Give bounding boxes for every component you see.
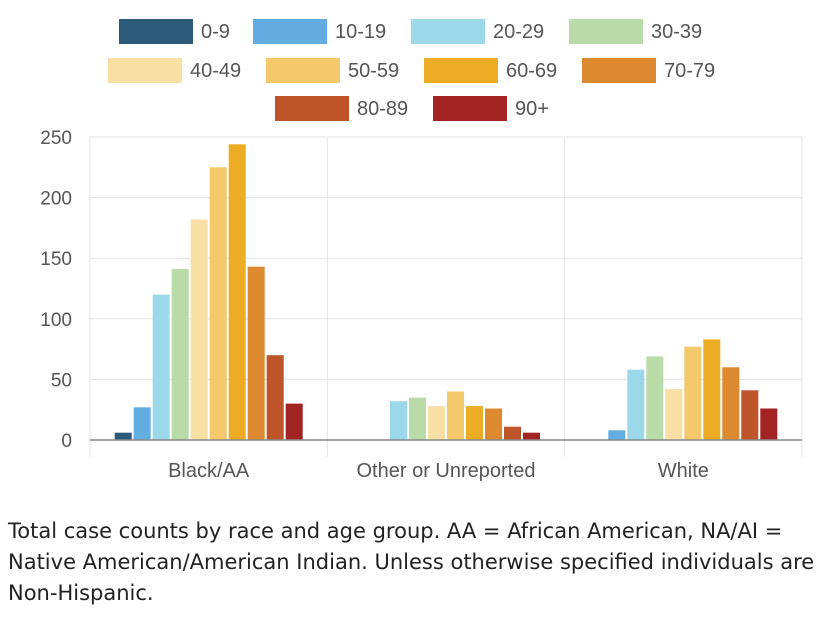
bars — [114, 144, 778, 441]
bar[interactable] — [760, 408, 778, 441]
bar[interactable] — [741, 390, 759, 440]
legend-swatch — [433, 96, 507, 121]
grid: 0 50 100 150 200 250 — [40, 128, 803, 457]
bar[interactable] — [523, 432, 540, 440]
bar[interactable] — [266, 355, 284, 440]
legend-swatch — [266, 58, 340, 83]
bar-chart: 0-9 10-19 20-29 30-39 40-49 50-59 60-69 70-79 80… — [40, 19, 803, 482]
legend-swatch — [411, 19, 485, 44]
bar[interactable] — [447, 391, 464, 441]
legend-label: 80-89 — [357, 98, 408, 120]
bar[interactable] — [485, 408, 502, 441]
bar[interactable] — [703, 339, 721, 440]
bar[interactable] — [504, 426, 521, 440]
bar[interactable] — [190, 219, 208, 440]
bar[interactable] — [133, 407, 151, 440]
y-tick-label: 100 — [40, 310, 72, 331]
bar[interactable] — [722, 367, 740, 440]
legend-swatch — [108, 58, 182, 83]
legend-item[interactable]: 60-69 — [424, 58, 557, 83]
x-tick-label: Black/AA — [168, 460, 250, 482]
legend-item[interactable]: 20-29 — [411, 19, 544, 44]
legend-label: 20-29 — [493, 21, 544, 43]
legend-item[interactable]: 80-89 — [275, 96, 408, 121]
legend-item[interactable]: 40-49 — [108, 58, 241, 83]
figure-caption: Total case counts by race and age group.… — [8, 519, 815, 605]
y-tick-label: 150 — [40, 249, 72, 270]
legend-swatch — [119, 19, 193, 44]
bar[interactable] — [390, 401, 407, 440]
legend-item[interactable]: 0-9 — [119, 19, 230, 44]
legend-swatch — [424, 58, 498, 83]
x-tick-label: White — [658, 460, 709, 482]
bar[interactable] — [627, 369, 645, 440]
y-tick-label: 250 — [40, 128, 72, 149]
legend-label: 90+ — [515, 98, 549, 120]
bar[interactable] — [114, 432, 132, 440]
bar[interactable] — [608, 430, 626, 440]
x-tick-label: Other or Unreported — [357, 460, 536, 482]
legend-swatch — [569, 19, 643, 44]
y-tick-label: 200 — [40, 189, 72, 210]
legend-swatch — [275, 96, 349, 121]
axes: Black/AA Other or Unreported White — [90, 439, 802, 482]
legend-item[interactable]: 10-19 — [253, 19, 386, 44]
bar[interactable] — [428, 406, 445, 440]
bar[interactable] — [247, 266, 265, 440]
legend-item[interactable]: 90+ — [433, 96, 549, 121]
legend-item[interactable]: 50-59 — [266, 58, 399, 83]
legend-label: 50-59 — [348, 60, 399, 82]
bar[interactable] — [285, 403, 303, 440]
legend-item[interactable]: 70-79 — [582, 58, 715, 83]
bar[interactable] — [409, 397, 426, 440]
legend-label: 0-9 — [201, 21, 230, 43]
bar[interactable] — [209, 167, 227, 441]
bar[interactable] — [152, 294, 170, 440]
legend-label: 10-19 — [335, 21, 386, 43]
legend-label: 40-49 — [190, 60, 241, 82]
legend-swatch — [582, 58, 656, 83]
y-tick-label: 0 — [61, 431, 72, 452]
y-tick-label: 50 — [51, 370, 72, 391]
legend-label: 60-69 — [506, 60, 557, 82]
bar[interactable] — [171, 269, 189, 440]
legend: 0-9 10-19 20-29 30-39 40-49 50-59 60-69 70-79 80… — [108, 19, 715, 121]
legend-swatch — [253, 19, 327, 44]
bar[interactable] — [684, 346, 702, 440]
legend-item[interactable]: 30-39 — [569, 19, 702, 44]
bar[interactable] — [228, 144, 246, 441]
bar[interactable] — [466, 406, 483, 440]
legend-label: 30-39 — [651, 21, 702, 43]
legend-label: 70-79 — [664, 60, 715, 82]
bar[interactable] — [646, 356, 664, 440]
bar[interactable] — [665, 389, 683, 440]
